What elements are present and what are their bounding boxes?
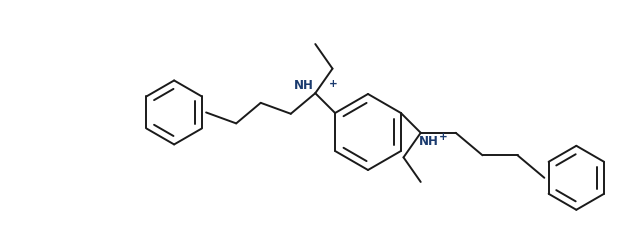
Text: NH: NH [419,135,439,148]
Text: NH: NH [294,79,313,92]
Text: +: + [329,79,338,89]
Text: +: + [439,132,448,142]
